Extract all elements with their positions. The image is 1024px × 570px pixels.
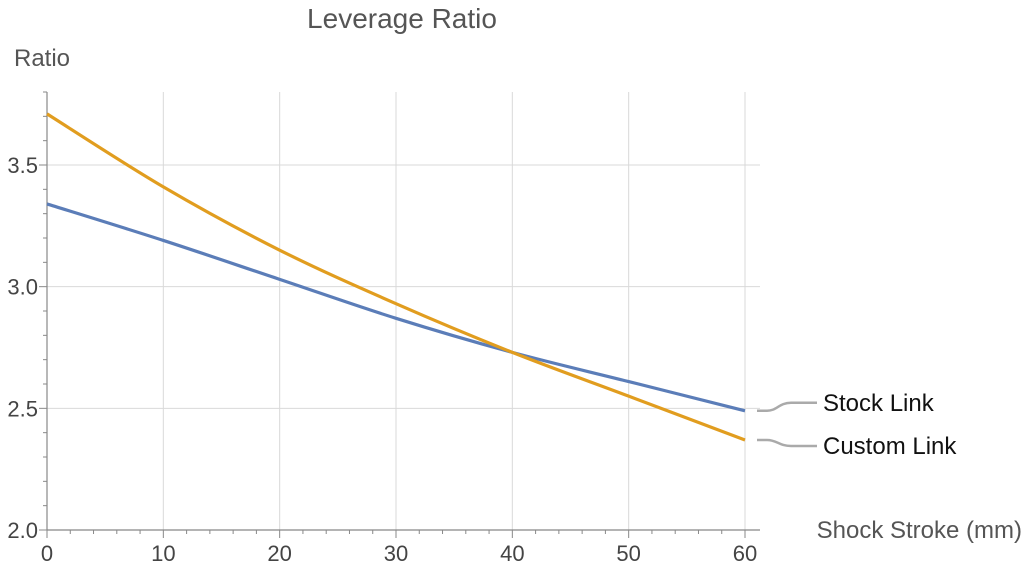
x-tick-label: 50 — [616, 541, 640, 566]
stock-link-legend-label: Stock Link — [823, 390, 935, 417]
x-tick-label: 20 — [267, 541, 291, 566]
y-axis-label: Ratio — [14, 45, 70, 72]
x-tick-label: 10 — [151, 541, 175, 566]
x-tick-label: 0 — [41, 541, 53, 566]
x-tick-label: 40 — [500, 541, 524, 566]
chart-title: Leverage Ratio — [307, 3, 497, 34]
y-tick-label: 3.5 — [7, 153, 38, 178]
custom-link-legend-connector — [757, 438, 817, 448]
axes — [46, 92, 760, 531]
x-tick-label: 30 — [384, 541, 408, 566]
x-tick-label: 60 — [733, 541, 757, 566]
stock-link-legend-connector — [757, 401, 817, 413]
grid — [47, 92, 760, 530]
stock-link-line — [46, 202, 746, 413]
y-tick-label: 2.0 — [7, 518, 38, 543]
custom-link-legend-label: Custom Link — [823, 433, 957, 460]
y-tick-label: 2.5 — [7, 396, 38, 421]
ticks: 0 10 20 30 40 50 60 2.0 2.5 3.0 3.5 — [7, 91, 757, 566]
y-tick-label: 3.0 — [7, 275, 38, 300]
x-axis-label: Shock Stroke (mm) — [817, 517, 1022, 544]
legend: Stock Link Custom Link — [757, 390, 957, 460]
custom-link-line — [46, 112, 746, 442]
series — [46, 112, 746, 442]
